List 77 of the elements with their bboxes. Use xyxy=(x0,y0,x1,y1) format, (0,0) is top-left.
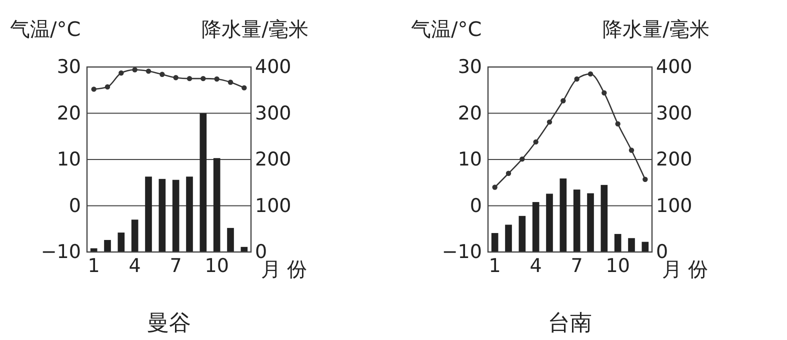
bar xyxy=(172,180,180,252)
y-tick-label: −10 xyxy=(442,241,482,263)
point xyxy=(574,76,580,82)
y-tick-label: 10 xyxy=(56,148,81,170)
y2-axis-title: 降水量/毫米 xyxy=(602,17,710,41)
y-tick-label: 0 xyxy=(68,194,81,217)
bar xyxy=(573,190,580,252)
y2-tick-label: 300 xyxy=(255,102,292,124)
point xyxy=(132,67,138,72)
point xyxy=(242,85,247,90)
bar xyxy=(186,176,193,252)
point xyxy=(214,76,220,82)
y-axis-title: 气温/°C xyxy=(411,17,482,41)
y2-tick-label: 400 xyxy=(656,56,692,78)
y-tick-label: 20 xyxy=(56,102,81,124)
y2-tick-label: 300 xyxy=(656,102,692,124)
point xyxy=(104,84,110,90)
bar xyxy=(227,228,234,252)
y-tick-label: 0 xyxy=(470,194,482,217)
y-tick-label: −10 xyxy=(40,241,81,263)
point xyxy=(200,76,206,82)
point xyxy=(628,148,634,153)
point xyxy=(615,121,620,126)
y2-axis-title: 降水量/毫米 xyxy=(202,17,308,41)
point xyxy=(186,76,192,82)
x-tick-label: 1 xyxy=(488,255,501,277)
y-tick-label: 30 xyxy=(56,56,81,78)
y2-tick-label: 100 xyxy=(255,194,292,217)
point xyxy=(533,139,538,145)
bar xyxy=(546,194,553,252)
x-tick-label: 1 xyxy=(88,255,100,277)
bar xyxy=(491,233,498,252)
point xyxy=(118,70,124,76)
bar xyxy=(145,176,152,252)
bar xyxy=(158,178,166,252)
point xyxy=(160,72,165,77)
point xyxy=(520,156,525,162)
point xyxy=(602,90,607,96)
bar xyxy=(213,158,220,252)
bar xyxy=(587,193,594,252)
bar xyxy=(131,220,138,252)
point xyxy=(228,80,234,85)
x-tick-label: 10 xyxy=(606,255,630,277)
bar xyxy=(614,234,622,252)
y2-tick-label: 200 xyxy=(656,148,692,170)
point xyxy=(492,184,498,190)
y-axis-title: 气温/°C xyxy=(10,17,81,41)
x-tick-label: 4 xyxy=(128,255,141,277)
y-tick-label: 20 xyxy=(458,102,482,124)
y2-tick-label: 100 xyxy=(656,194,692,217)
bar xyxy=(505,224,512,252)
bar xyxy=(518,216,526,252)
x-tick-label: 10 xyxy=(204,255,229,277)
text: 曼谷 xyxy=(147,311,191,336)
point xyxy=(146,68,152,74)
y2-tick-label: 400 xyxy=(255,56,292,78)
text: 台南 xyxy=(548,311,592,336)
point xyxy=(506,170,512,176)
bar xyxy=(104,240,111,252)
bar xyxy=(200,113,207,252)
y-tick-label: 30 xyxy=(458,56,482,78)
x-tick-label: 4 xyxy=(530,255,542,277)
point xyxy=(642,176,648,182)
bar xyxy=(532,202,540,252)
bar xyxy=(600,184,608,252)
x-tick-label: 7 xyxy=(170,255,182,277)
bar xyxy=(628,238,635,252)
point xyxy=(560,98,566,104)
y-tick-label: 10 xyxy=(458,148,482,170)
point xyxy=(173,75,178,80)
point xyxy=(588,71,594,77)
x-tick-label: 7 xyxy=(570,255,583,277)
y2-tick-label: 200 xyxy=(255,148,292,170)
bar xyxy=(560,178,567,252)
bar xyxy=(118,232,125,252)
point xyxy=(91,86,96,92)
point xyxy=(546,119,552,125)
